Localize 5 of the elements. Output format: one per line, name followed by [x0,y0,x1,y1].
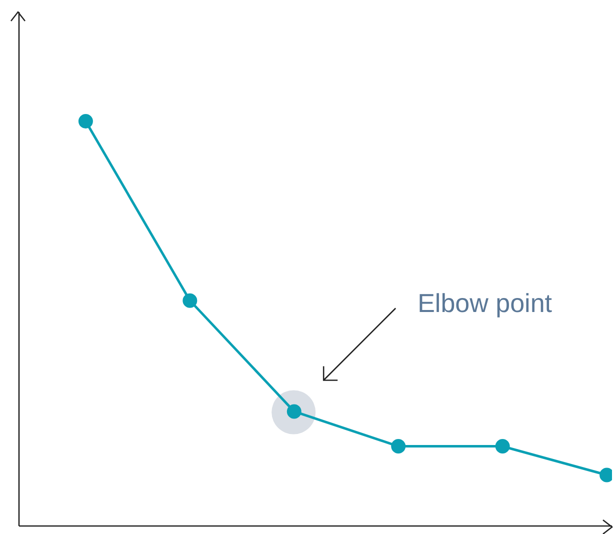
point [495,439,510,454]
point [182,293,198,308]
point [391,439,406,454]
annotation: Elbow point [418,288,553,318]
point [78,114,93,129]
